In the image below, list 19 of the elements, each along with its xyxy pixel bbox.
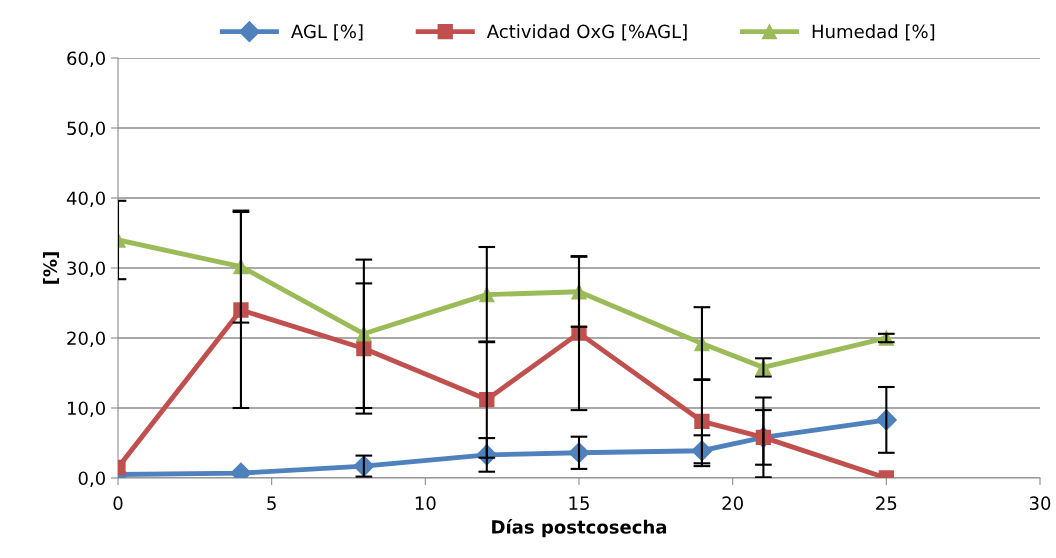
- y-tick-label: 20,0: [67, 331, 105, 347]
- y-tick-label: 0,0: [78, 471, 105, 487]
- legend-label: Actividad OxG [%AGL]: [486, 24, 687, 41]
- x-tick-label: 30: [1029, 496, 1051, 511]
- legend-label: AGL [%]: [291, 24, 363, 41]
- y-tick-label: 30,0: [67, 261, 105, 277]
- y-tick-label: 10,0: [67, 401, 105, 417]
- y-tick-label: 50,0: [67, 121, 105, 137]
- x-tick-label: 5: [267, 496, 276, 511]
- y-tick-label: 40,0: [66, 191, 105, 207]
- x-tick-label: 20: [722, 496, 743, 511]
- y-tick-label: 60,0: [67, 51, 105, 67]
- y-axis-title: [%]: [42, 252, 60, 284]
- legend-label: Humedad [%]: [812, 24, 935, 41]
- x-tick-label: 0: [113, 496, 123, 511]
- x-tick-label: 15: [569, 496, 589, 511]
- x-tick-label: 25: [876, 496, 897, 511]
- x-tick-label: 10: [415, 496, 436, 511]
- x-axis-title: Días postcosecha: [492, 519, 667, 538]
